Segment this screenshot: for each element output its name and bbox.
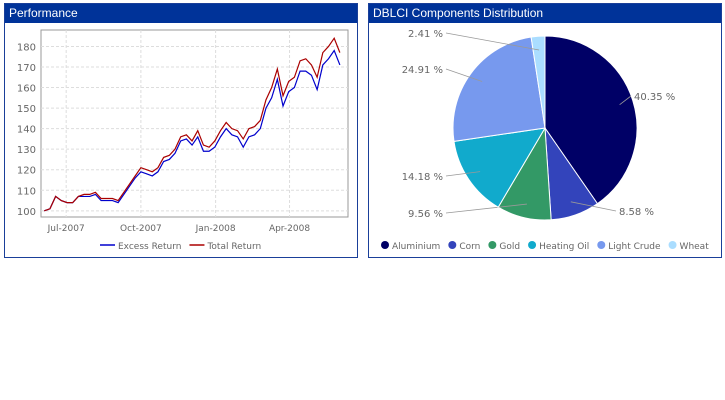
x-tick-label: Jul-2007	[47, 224, 85, 234]
legend-label: Total Return	[206, 242, 261, 252]
leader-line	[445, 32, 540, 51]
legend-label: Wheat	[680, 242, 710, 252]
y-tick-label: 120	[17, 166, 36, 177]
slice-label: 8.58 %	[619, 207, 654, 218]
legend-label: Heating Oil	[539, 242, 589, 252]
distribution-title: DBLCI Components Distribution	[369, 4, 721, 23]
legend-swatch	[381, 241, 389, 249]
performance-chart: 100 110 120 130 140 150 160 170 180 Jul-2007 Oct-2…	[17, 29, 349, 252]
y-tick-label: 180	[17, 42, 36, 53]
legend-label: Light Crude	[608, 242, 661, 252]
legend-label: Corn	[459, 242, 480, 252]
legend-swatch	[528, 241, 537, 249]
slice-label: 24.91 %	[402, 65, 443, 76]
y-tick-label: 150	[17, 104, 36, 115]
pie-slice	[453, 127, 546, 208]
performance-title: Performance	[5, 4, 357, 23]
legend-label: Excess Return	[118, 242, 181, 252]
slice-label: 2.41 %	[408, 29, 443, 40]
legend-swatch	[488, 241, 497, 249]
leader-line	[570, 201, 617, 212]
leader-line	[445, 171, 481, 177]
distribution-chart: 40.35 % 8.58 % 9.56 % 14.18 % 24.91 % 2.41 % A…	[381, 29, 710, 252]
slice-label: 9.56 %	[408, 209, 443, 220]
y-tick-label: 100	[17, 207, 36, 218]
legend-label: Aluminium	[392, 242, 440, 252]
leader-line	[445, 68, 483, 82]
pie-slice	[452, 36, 546, 142]
pie-slice	[530, 35, 546, 129]
x-tick-label: Oct-2007	[120, 224, 162, 234]
series-line	[44, 36, 341, 212]
series-line	[44, 49, 341, 212]
y-tick-label: 160	[17, 84, 36, 95]
leader-line	[445, 203, 527, 214]
legend-swatch	[668, 241, 677, 249]
y-tick-label: 110	[17, 186, 36, 197]
y-tick-label: 140	[17, 125, 36, 136]
legend-swatch	[597, 241, 606, 249]
legend-swatch	[448, 241, 457, 249]
slice-label: 14.18 %	[402, 172, 443, 183]
pie-slice	[544, 35, 638, 205]
plot-area	[40, 29, 349, 218]
y-tick-label: 130	[17, 145, 36, 156]
x-tick-label: Jan-2008	[195, 224, 236, 234]
performance-panel: Performance 100 110 120 130 140 150 160 170 180 J…	[4, 3, 358, 258]
legend-label: Gold	[499, 242, 520, 252]
slice-label: 40.35 %	[634, 92, 675, 103]
distribution-panel: DBLCI Components Distribution 40.35 % 8.5…	[368, 3, 722, 258]
x-tick-label: Apr-2008	[269, 224, 310, 234]
leader-line	[619, 95, 632, 105]
y-tick-label: 170	[17, 63, 36, 74]
